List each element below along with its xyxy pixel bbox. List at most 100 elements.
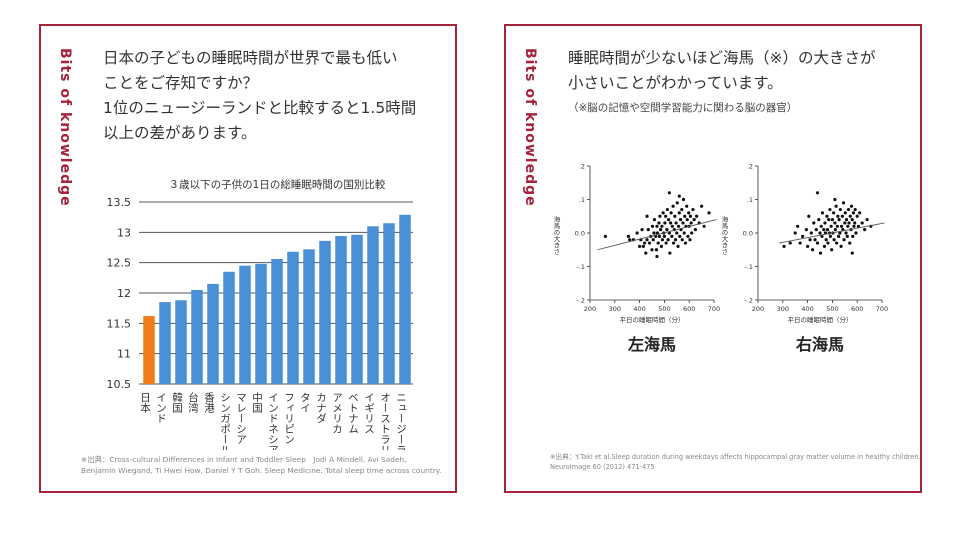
x-axis-label: 平日の睡眠時間（分） [620,315,685,324]
data-point [661,211,665,215]
y-tick-label: .1 [579,196,585,204]
trend-line [597,219,717,251]
data-point [667,191,671,195]
data-point [656,241,660,245]
data-point [826,241,830,245]
data-point [828,234,833,238]
data-point [688,238,692,242]
x-tick-label: ニュージーランド [395,392,407,450]
bar [159,302,171,384]
data-point [851,234,855,238]
data-point [844,231,848,235]
data-point [678,218,683,222]
data-point [832,238,836,242]
data-point [676,244,680,248]
data-point [819,224,823,228]
data-point [682,231,686,235]
x-tick-label: ベトナム [347,392,359,434]
bar [335,235,347,384]
headline-line-2: 小さいことがわかっています。 [568,74,783,92]
x-tick-label: 200 [752,305,764,313]
data-point [667,218,671,222]
data-point [852,224,856,228]
data-point [647,241,652,245]
data-point [683,214,687,218]
data-point [702,224,706,228]
x-tick-label: 中国 [251,391,263,414]
data-point [650,248,654,252]
data-point [690,231,694,235]
y-tick-label: 0.0 [743,230,753,238]
x-axis-label: 平日の睡眠時間（分） [788,315,853,324]
data-point [680,238,684,242]
data-point [685,204,689,208]
data-point [671,241,676,245]
data-point [687,211,691,215]
x-tick-label: 日本 [139,392,151,414]
source-citation: ※出典：Y.Taki et al.Sleep duration during w… [550,452,921,472]
bar [383,223,395,384]
headline-line-2: ことをご存知ですか？ [103,74,259,92]
data-point [860,221,864,225]
x-tick-label: 300 [777,305,789,313]
data-point [832,211,836,215]
data-point [838,207,842,212]
data-point [840,214,844,218]
data-point [655,254,659,259]
bar [191,289,203,384]
data-point [641,244,645,248]
data-point [674,221,678,225]
data-point [833,197,837,202]
x-tick-label: シンガポール [219,392,231,450]
data-point [793,231,797,235]
source-line-2: Benjamin Wiegand, Ti Hwei How, Daniel Y … [81,466,442,475]
x-tick-label: 400 [633,305,645,313]
x-tick-label: 200 [584,305,596,313]
y-tick-label: 12 [117,287,131,300]
data-point [673,238,678,242]
data-point [818,251,823,255]
y-tick-label: -.1 [576,263,585,271]
x-tick-label: インドネシア [267,392,279,450]
data-point [851,211,856,215]
y-tick-label: -.2 [744,297,753,305]
data-point [809,231,813,235]
data-point [822,244,827,248]
y-tick-label: .1 [747,196,753,204]
data-point [681,221,685,225]
data-point [845,234,849,238]
data-point [669,221,673,225]
data-point [665,207,669,212]
data-point [833,228,837,232]
data-point [692,218,696,222]
x-tick-label: カナダ [315,392,327,424]
plot-caption: 左海馬 [627,335,676,354]
data-point [670,224,674,228]
data-point [662,234,666,238]
data-point [839,244,843,248]
x-tick-label: タイ [299,392,311,413]
data-point [850,251,854,255]
data-point [603,234,607,238]
data-point [846,224,850,228]
data-point [666,238,670,242]
data-point [654,248,659,252]
data-point [677,194,681,198]
data-point [669,211,673,215]
x-tick-label: マレーシア [235,392,247,445]
data-point [844,218,849,222]
x-tick-label: 700 [876,305,888,313]
data-point [680,207,684,212]
data-point [652,231,656,235]
card-headline: 日本の子どもの睡眠時間が世界で最も低い ことをご存知ですか？ 1位のニュージーラ… [103,46,416,146]
data-point [863,228,867,232]
data-point [796,224,800,228]
x-tick-label: 600 [851,305,863,313]
brand-label: Bits of knowledge [522,48,538,207]
data-point [829,224,833,228]
data-point [849,204,854,208]
data-point [804,228,808,232]
sleep-by-country-bar-chart: ３歳以下の子供の1日の総睡眠時間の国別比較 10.5 11 11.5 12 12.5 13 1… [107,178,413,450]
